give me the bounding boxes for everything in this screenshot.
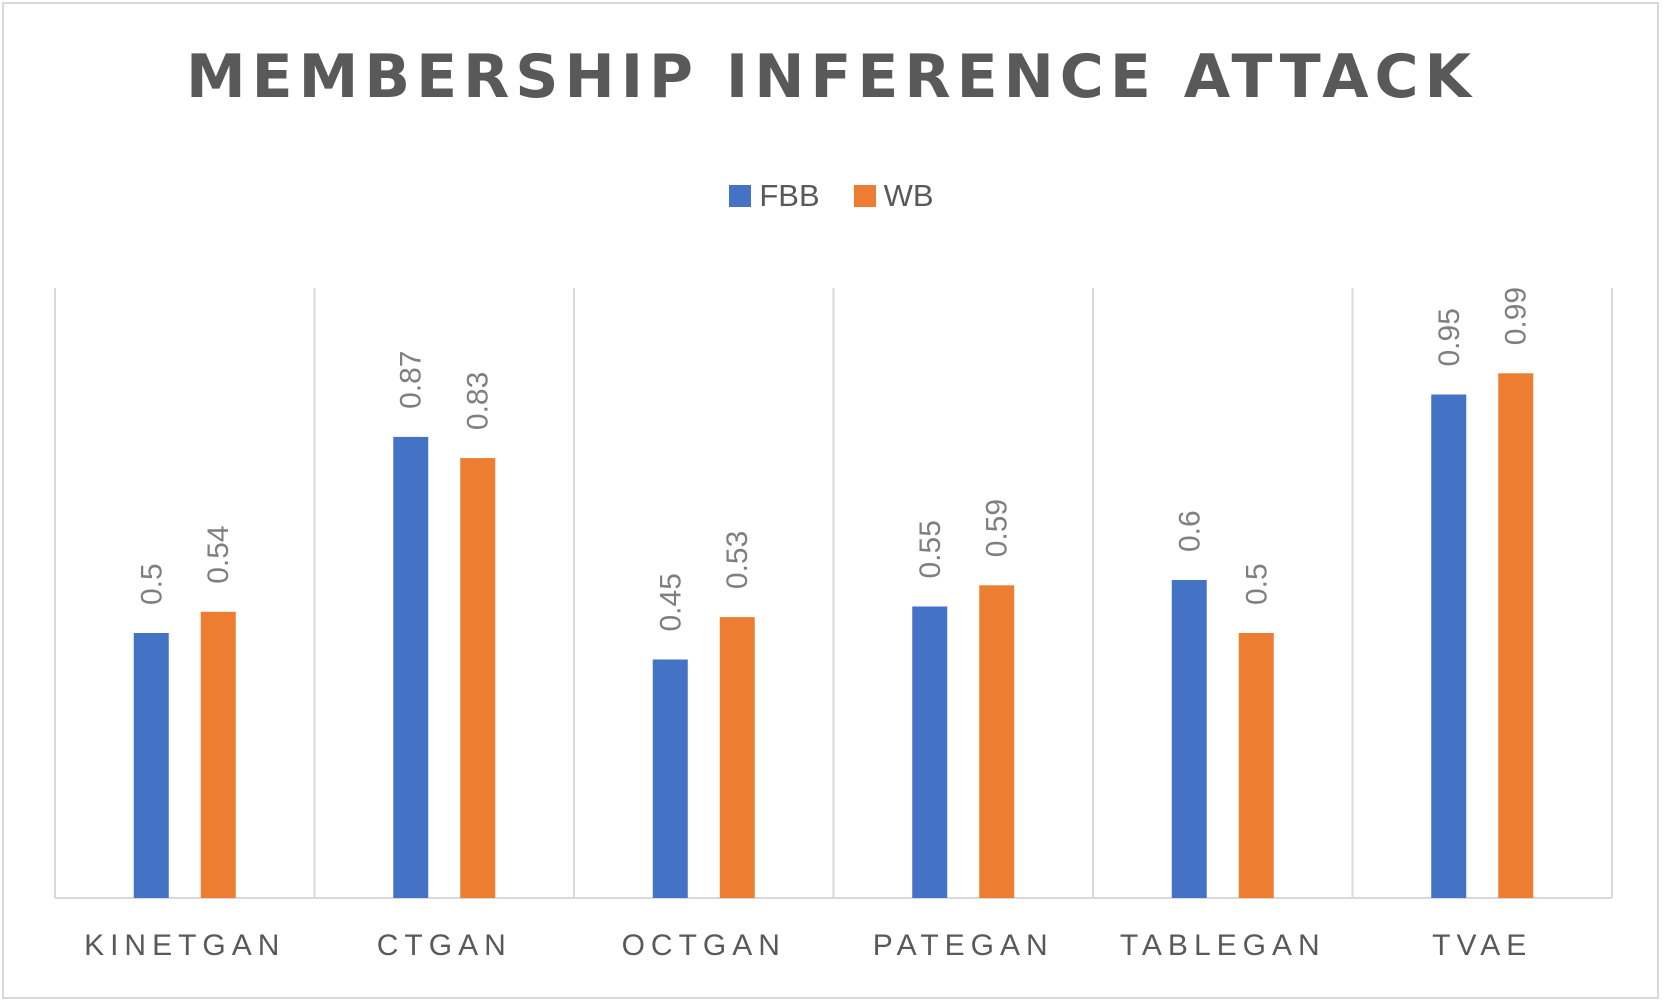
x-tick-label: CTGAN — [377, 929, 512, 962]
legend-label-fbb: FBB — [759, 178, 820, 213]
legend-swatch-wb — [853, 185, 876, 207]
x-tick-label: KINETGAN — [84, 929, 285, 962]
bar-wb-pategan — [979, 585, 1015, 898]
x-tick-label: TABLEGAN — [1120, 929, 1326, 962]
bar-fbb-octgan — [652, 659, 688, 898]
legend-item-fbb: FBB — [729, 178, 820, 214]
data-label-wb: 0.59 — [981, 499, 1014, 557]
data-label-wb: 0.54 — [202, 525, 235, 583]
data-label-wb: 0.53 — [721, 531, 754, 589]
legend-swatch-fbb — [729, 185, 752, 207]
data-label-fbb: 0.95 — [1433, 308, 1466, 366]
bar-fbb-ctgan — [393, 436, 429, 898]
legend-item-wb: WB — [853, 178, 934, 214]
bar-fbb-tvae — [1431, 394, 1467, 898]
legend: FBB WB — [0, 178, 1663, 214]
bar-wb-tvae — [1498, 373, 1534, 898]
bar-wb-ctgan — [460, 458, 496, 898]
bar-fbb-tablegan — [1171, 580, 1207, 898]
bar-fbb-pategan — [912, 606, 948, 898]
data-label-fbb: 0.55 — [914, 520, 947, 578]
data-label-fbb: 0.45 — [654, 573, 687, 631]
x-tick-label: OCTGAN — [622, 929, 786, 962]
x-tick-label: TVAE — [1432, 929, 1532, 962]
chart-title: MEMBERSHIP INFERENCE ATTACK — [185, 42, 1478, 112]
data-label-wb: 0.99 — [1500, 287, 1533, 345]
data-label-fbb: 0.87 — [395, 351, 428, 409]
data-label-wb: 0.83 — [462, 372, 495, 430]
data-label-fbb: 0.6 — [1173, 510, 1206, 552]
bar-wb-octgan — [719, 617, 755, 898]
data-label-fbb: 0.5 — [135, 563, 168, 605]
bar-fbb-kinetgan — [133, 633, 169, 898]
legend-label-wb: WB — [883, 178, 934, 213]
data-label-wb: 0.5 — [1240, 563, 1273, 605]
x-tick-label: PATEGAN — [873, 929, 1054, 962]
bar-wb-kinetgan — [200, 611, 236, 898]
bar-wb-tablegan — [1238, 633, 1274, 898]
